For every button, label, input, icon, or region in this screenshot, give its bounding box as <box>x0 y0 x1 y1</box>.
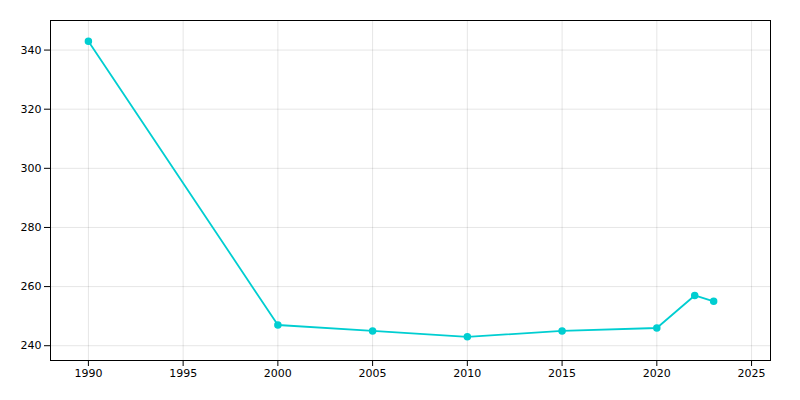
svg-text:260: 260 <box>21 280 42 293</box>
svg-text:320: 320 <box>21 103 42 116</box>
svg-text:300: 300 <box>21 162 42 175</box>
svg-text:1995: 1995 <box>169 367 197 380</box>
svg-text:1990: 1990 <box>74 367 102 380</box>
svg-text:2010: 2010 <box>453 367 481 380</box>
svg-text:2025: 2025 <box>738 367 766 380</box>
svg-text:2015: 2015 <box>548 367 576 380</box>
svg-text:2005: 2005 <box>359 367 387 380</box>
svg-text:240: 240 <box>21 339 42 352</box>
svg-text:280: 280 <box>21 221 42 234</box>
svg-text:340: 340 <box>21 44 42 57</box>
svg-text:2000: 2000 <box>264 367 292 380</box>
svg-text:2020: 2020 <box>643 367 671 380</box>
